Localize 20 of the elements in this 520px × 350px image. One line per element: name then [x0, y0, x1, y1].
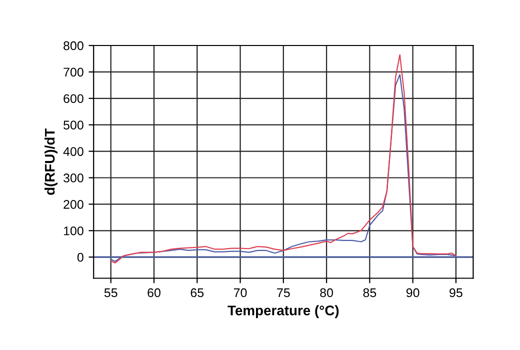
x-tick-label: 60	[148, 288, 160, 298]
x-tick-label: 95	[450, 288, 462, 298]
y-tick-label: 400	[63, 147, 84, 156]
x-tick-label: 65	[190, 288, 204, 298]
y-axis-title: d(RFU)/dT	[44, 128, 58, 195]
y-tick-label: 600	[64, 94, 84, 104]
y-tick-label: 200	[64, 200, 84, 209]
y-tick-label: 800	[64, 41, 84, 50]
x-axis-title: Temperature (°C)	[228, 305, 339, 318]
x-tick-label: 85	[363, 288, 376, 298]
y-tick-label: 500	[64, 120, 84, 130]
y-tick-label: 700	[64, 68, 84, 77]
y-tick-label: 300	[64, 174, 84, 182]
y-tick-label: 100	[64, 226, 84, 236]
x-tick-label: 70	[234, 288, 247, 298]
x-tick-label: 90	[406, 288, 420, 298]
x-tick-label: 80	[320, 288, 333, 298]
x-tick-label: 75	[277, 288, 290, 298]
y-tick-label: 0	[77, 252, 84, 262]
x-tick-label: 55	[104, 288, 118, 298]
